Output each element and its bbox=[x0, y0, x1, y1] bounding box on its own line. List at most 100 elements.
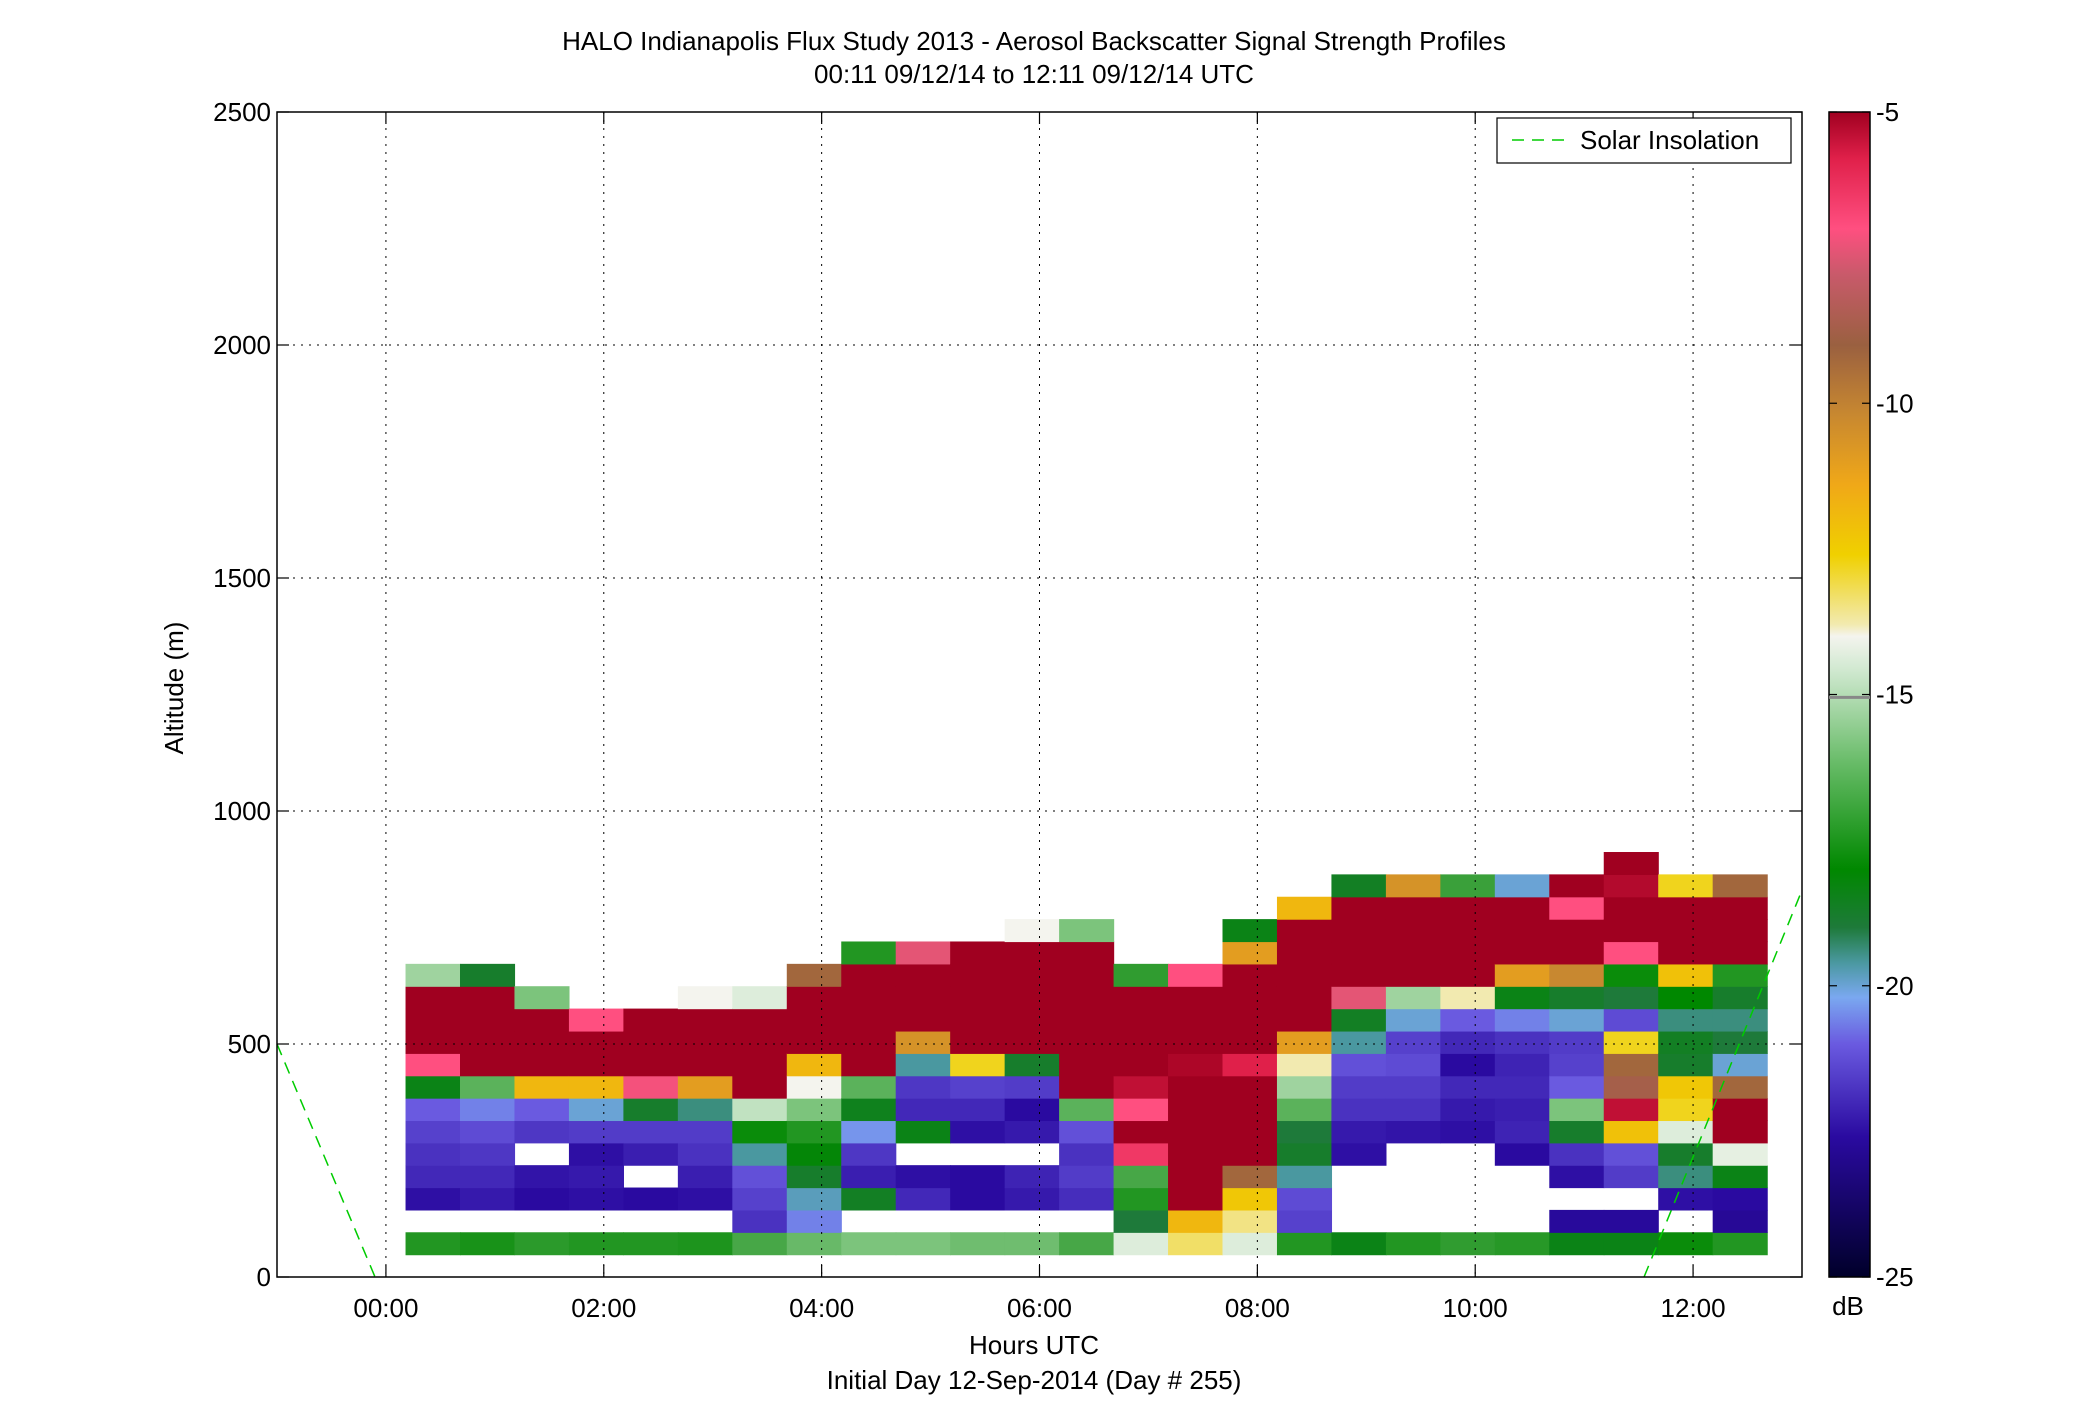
heatmap-cell bbox=[568, 1232, 624, 1256]
heatmap-cell bbox=[405, 986, 461, 1010]
colorbar-label: dB bbox=[1832, 1291, 1864, 1321]
heatmap-cell bbox=[405, 1075, 461, 1099]
heatmap-cell bbox=[786, 1053, 842, 1077]
heatmap-cell bbox=[1113, 1053, 1169, 1077]
heatmap-cell bbox=[1440, 919, 1496, 943]
heatmap-cell bbox=[1603, 852, 1659, 875]
heatmap-cell bbox=[1658, 1030, 1714, 1054]
heatmap-cell bbox=[514, 1120, 570, 1144]
heatmap-cell bbox=[1549, 1053, 1605, 1077]
heatmap-cell bbox=[950, 1232, 1006, 1256]
heatmap-cell bbox=[1222, 919, 1278, 943]
heatmap-cell bbox=[1603, 1075, 1659, 1099]
heatmap-cell bbox=[1059, 1187, 1115, 1211]
heatmap-cell bbox=[568, 1075, 624, 1099]
heatmap-cell bbox=[1331, 1098, 1387, 1122]
heatmap-cell bbox=[1440, 1098, 1496, 1122]
y-axis-ticks: 0 500 1000 1500 2000 2500 bbox=[213, 97, 1802, 1292]
heatmap-cell bbox=[1658, 1053, 1714, 1077]
colorbar-tick-label: -10 bbox=[1876, 388, 1914, 418]
heatmap-cell bbox=[677, 1187, 733, 1211]
heatmap-cell bbox=[1004, 1187, 1060, 1211]
heatmap-cell bbox=[1385, 963, 1441, 987]
heatmap-cell bbox=[460, 986, 516, 1010]
heatmap-cell bbox=[1059, 1142, 1115, 1166]
heatmap-cell bbox=[1549, 1120, 1605, 1144]
heatmap-cell bbox=[1658, 1120, 1714, 1144]
heatmap-cell bbox=[460, 1142, 516, 1166]
heatmap-cell bbox=[950, 1030, 1006, 1054]
heatmap-cell bbox=[895, 1053, 951, 1077]
heatmap-cell bbox=[1549, 919, 1605, 943]
heatmap-cell bbox=[1276, 941, 1333, 965]
heatmap-cell bbox=[1440, 1120, 1496, 1144]
heatmap-cell bbox=[1276, 1120, 1333, 1144]
heatmap-cell bbox=[1712, 1165, 1768, 1189]
heatmap-cell bbox=[950, 1187, 1006, 1211]
heatmap-cell bbox=[786, 1209, 842, 1233]
heatmap-cell bbox=[1168, 1075, 1224, 1099]
heatmap-cell bbox=[1549, 1008, 1605, 1032]
heatmap-cell bbox=[1440, 941, 1496, 965]
heatmap-cell bbox=[1331, 1075, 1387, 1099]
heatmap-cell bbox=[1658, 986, 1714, 1010]
heatmap-cell bbox=[1222, 1053, 1278, 1077]
heatmap-cell bbox=[1549, 896, 1605, 920]
heatmap-cell bbox=[1004, 1165, 1060, 1189]
heatmap-cell bbox=[841, 1008, 897, 1032]
heatmap-cell bbox=[841, 1030, 897, 1054]
heatmap-cell bbox=[1276, 1187, 1333, 1211]
heatmap-cell bbox=[1712, 1142, 1768, 1166]
heatmap-cell bbox=[677, 1030, 733, 1054]
heatmap-cell bbox=[1004, 941, 1060, 965]
heatmap-cell bbox=[514, 1187, 570, 1211]
heatmap-cell bbox=[460, 1075, 516, 1099]
heatmap-cell bbox=[950, 1165, 1006, 1189]
heatmap-cell bbox=[1113, 1098, 1169, 1122]
heatmap-cell bbox=[1168, 963, 1224, 987]
heatmap-cell bbox=[1712, 1098, 1768, 1122]
heatmap-cell bbox=[1385, 919, 1441, 943]
heatmap-cell bbox=[1059, 1232, 1115, 1256]
heatmap-cell bbox=[1113, 986, 1169, 1010]
heatmap-cell bbox=[1276, 986, 1333, 1010]
heatmap-cell bbox=[1168, 1187, 1224, 1211]
solar-insolation-line bbox=[276, 1043, 376, 1278]
heatmap-cell bbox=[841, 1232, 897, 1256]
heatmap-cell bbox=[1004, 1075, 1060, 1099]
colorbar-tick-label: -5 bbox=[1876, 97, 1899, 127]
chart-title: HALO Indianapolis Flux Study 2013 - Aero… bbox=[562, 26, 1506, 56]
heatmap-cell bbox=[460, 1053, 516, 1077]
heatmap-cell bbox=[1712, 941, 1768, 965]
heatmap-cell bbox=[786, 1008, 842, 1032]
heatmap-cell bbox=[786, 1142, 842, 1166]
legend-label-solar-insolation: Solar Insolation bbox=[1580, 125, 1759, 155]
heatmap-cell bbox=[1494, 896, 1550, 920]
heatmap-cell bbox=[1113, 1165, 1169, 1189]
heatmap-cell bbox=[1603, 896, 1659, 920]
heatmap-cell bbox=[677, 986, 733, 1010]
heatmap-cell bbox=[1222, 1142, 1278, 1166]
heatmap-cell bbox=[786, 1030, 842, 1054]
heatmap-cell bbox=[950, 1008, 1006, 1032]
heatmap-cell bbox=[1059, 1098, 1115, 1122]
heatmap-cell bbox=[623, 1098, 679, 1122]
heatmap-cell bbox=[950, 1075, 1006, 1099]
legend-box bbox=[1496, 117, 1792, 164]
heatmap-cell bbox=[568, 1008, 624, 1032]
heatmap-cell bbox=[1222, 986, 1278, 1010]
heatmap-cell bbox=[1113, 1075, 1169, 1099]
heatmap-cell bbox=[1385, 1008, 1441, 1032]
x-axis-label: Hours UTC bbox=[969, 1330, 1099, 1360]
heatmap-cell bbox=[514, 1053, 570, 1077]
y-axis-label: Altitude (m) bbox=[159, 622, 189, 755]
heatmap-cell bbox=[732, 1209, 788, 1233]
heatmap-cell bbox=[405, 963, 461, 987]
heatmap-cell bbox=[1658, 1008, 1714, 1032]
heatmap-cell bbox=[950, 1120, 1006, 1144]
y-tick-label: 1000 bbox=[213, 796, 271, 826]
heatmap-cell bbox=[460, 1187, 516, 1211]
heatmap-cell bbox=[1276, 1209, 1333, 1233]
heatmap-cell bbox=[732, 1008, 788, 1032]
